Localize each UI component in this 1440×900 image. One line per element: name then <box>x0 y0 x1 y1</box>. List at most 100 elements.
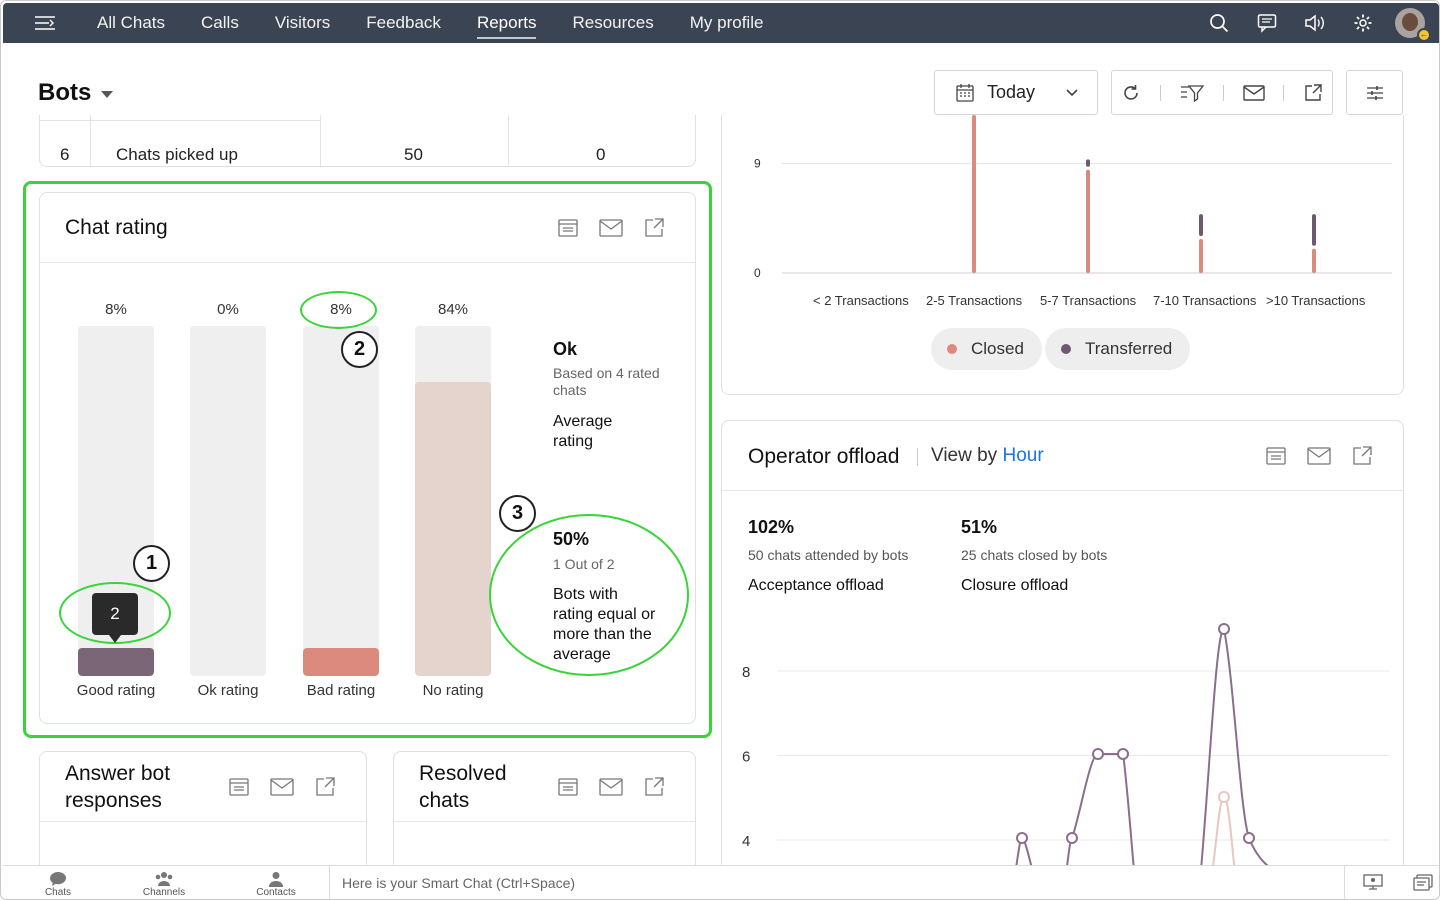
data-point[interactable] <box>1218 791 1230 803</box>
export-icon[interactable] <box>643 217 665 239</box>
email-icon[interactable] <box>599 777 623 797</box>
table-divider <box>320 115 321 166</box>
acceptance-offload-label: Acceptance offload <box>748 577 884 594</box>
card-divider <box>40 821 366 822</box>
export-icon[interactable] <box>1303 83 1323 103</box>
customize-button[interactable] <box>1346 70 1403 115</box>
annotation-marker-3: 3 <box>499 495 536 532</box>
tab-my-profile[interactable]: My profile <box>689 13 764 32</box>
acceptance-offload-sub: 50 chats attended by bots <box>748 547 909 563</box>
nav-actions: ← <box>1195 3 1439 43</box>
card-actions <box>228 776 336 798</box>
x-tick-label: 5-7 Transactions <box>1040 293 1137 308</box>
legend-label: Transferred <box>1085 339 1173 358</box>
bar-percentage: 0% <box>217 301 239 318</box>
title-divider <box>917 448 918 466</box>
email-icon[interactable] <box>599 218 623 238</box>
y-tick-label: 8 <box>742 664 750 681</box>
messages-icon[interactable] <box>1243 3 1291 43</box>
legend-label: Closed <box>971 339 1024 358</box>
email-icon[interactable] <box>270 777 294 797</box>
legend-dot <box>947 344 957 354</box>
export-icon[interactable] <box>1351 445 1373 467</box>
tab-feedback[interactable]: Feedback <box>366 13 441 32</box>
table-divider <box>508 115 509 166</box>
bar-transferred[interactable] <box>1312 214 1316 246</box>
table-row-value: 0 <box>596 145 606 164</box>
x-tick-label: 2-5 Transactions <box>926 293 1023 308</box>
tab-resources[interactable]: Resources <box>572 13 654 32</box>
data-point[interactable] <box>1066 832 1078 844</box>
transactions-chart: 09 <box>754 115 1392 280</box>
settings-icon[interactable] <box>1339 3 1387 43</box>
bar-tooltip: 2 <box>92 593 138 643</box>
legend-transferred[interactable]: Transferred <box>1045 328 1191 370</box>
tab-reports[interactable]: Reports <box>459 3 555 43</box>
data-point[interactable] <box>1243 832 1255 844</box>
data-point[interactable] <box>1016 832 1028 844</box>
rating-bar-track[interactable] <box>415 326 491 676</box>
bottom-contacts[interactable]: Contacts <box>221 866 331 899</box>
highlight-box <box>23 181 712 738</box>
menu-toggle-icon[interactable] <box>25 3 65 43</box>
tab-visitors[interactable]: Visitors <box>274 13 331 32</box>
legend-closed[interactable]: Closed <box>931 328 1042 370</box>
data-point[interactable] <box>1092 748 1104 760</box>
email-icon[interactable] <box>1243 84 1265 102</box>
table-divider <box>90 120 320 121</box>
view-data-icon[interactable] <box>228 777 250 797</box>
bar-transferred[interactable] <box>1086 159 1090 167</box>
tab-all-chats[interactable]: All Chats <box>97 13 166 32</box>
filter-icon[interactable] <box>1179 83 1205 103</box>
bar-percentage: 84% <box>437 301 469 318</box>
tab-calls[interactable]: Calls <box>201 13 239 32</box>
data-point[interactable] <box>1117 748 1129 760</box>
bar-label: Bad rating <box>306 682 376 699</box>
email-icon[interactable] <box>1307 446 1331 466</box>
chat-window-icon[interactable] <box>1413 874 1433 897</box>
bottom-channels[interactable]: Channels <box>109 866 219 899</box>
toolbar-divider <box>1283 84 1285 101</box>
bottom-chats[interactable]: Chats <box>3 866 113 899</box>
bar-closed[interactable] <box>1086 169 1090 273</box>
view-by-control[interactable]: View by Hour <box>931 445 1044 467</box>
view-data-icon[interactable] <box>1265 446 1287 466</box>
rating-bar-track[interactable] <box>303 326 379 676</box>
view-data-icon[interactable] <box>557 777 579 797</box>
offload-line-chart: 8 6 4 <box>742 623 1390 881</box>
view-data-icon[interactable] <box>557 218 579 238</box>
card-actions <box>1265 445 1373 467</box>
bottom-bar: Chats Channels Contacts Here is your Sma… <box>3 865 1439 899</box>
rating-bar-fill <box>415 382 491 676</box>
bar-closed[interactable] <box>972 115 976 273</box>
view-by-value[interactable]: Hour <box>1002 445 1044 466</box>
date-range-select[interactable]: Today <box>934 70 1098 115</box>
rating-bar-track[interactable] <box>190 326 266 676</box>
sound-icon[interactable] <box>1291 3 1339 43</box>
status-badge-icon: ← <box>1417 28 1431 42</box>
bar-transferred[interactable] <box>1199 214 1203 236</box>
closure-offload-label: Closure offload <box>961 577 1069 594</box>
export-icon[interactable] <box>314 776 336 798</box>
bar-closed[interactable] <box>1312 248 1316 273</box>
screen-share-icon[interactable] <box>1363 874 1383 895</box>
annotation-ellipse <box>489 514 689 676</box>
search-icon[interactable] <box>1195 3 1243 43</box>
annotation-marker-1: 1 <box>133 545 170 582</box>
data-point[interactable] <box>1218 623 1230 635</box>
date-range-value: Today <box>987 82 1036 102</box>
bar-percentage: 8% <box>105 301 127 318</box>
closure-offload-sub: 25 chats closed by bots <box>961 547 1108 563</box>
operator-offload-card: Operator offload View by Hour 102% 50 ch… <box>721 420 1404 899</box>
refresh-icon[interactable] <box>1121 83 1141 103</box>
acceptance-offload-value: 102% <box>748 517 795 537</box>
user-avatar[interactable]: ← <box>1395 8 1431 42</box>
nav-tabs: All Chats Calls Visitors Feedback Report… <box>79 3 781 43</box>
export-icon[interactable] <box>643 776 665 798</box>
card-title: Answer bot responses <box>65 762 171 812</box>
smart-chat-input[interactable]: Here is your Smart Chat (Ctrl+Space) <box>329 866 1345 899</box>
table-divider <box>90 115 91 166</box>
page-title[interactable]: Bots <box>38 79 114 107</box>
bar-closed[interactable] <box>1199 238 1203 273</box>
